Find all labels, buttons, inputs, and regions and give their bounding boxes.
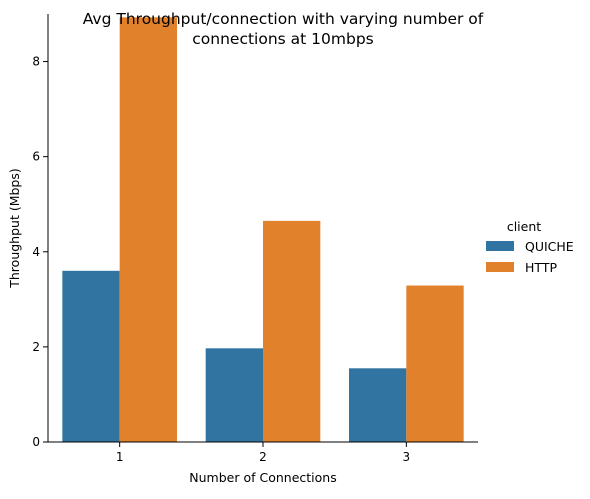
x-tick-label: 3 bbox=[403, 450, 411, 464]
legend: client QUICHE HTTP bbox=[486, 219, 574, 275]
chart-title-line: connections at 10mbps bbox=[192, 30, 373, 48]
bar-http-1 bbox=[119, 17, 177, 443]
y-axis-label: Throughput (Mbps) bbox=[7, 168, 22, 289]
legend-swatch-http bbox=[486, 262, 514, 272]
x-tick-label: 2 bbox=[259, 450, 267, 464]
y-tick-label: 6 bbox=[32, 150, 40, 164]
y-tick-label: 0 bbox=[32, 435, 40, 449]
legend-title: client bbox=[507, 219, 541, 234]
legend-label-http: HTTP bbox=[525, 260, 557, 275]
bar-quiche-2 bbox=[205, 348, 263, 442]
chart-title-line: Avg Throughput/connection with varying n… bbox=[83, 10, 484, 28]
bars-layer bbox=[62, 17, 464, 443]
x-tick-label: 1 bbox=[116, 450, 124, 464]
bar-http-2 bbox=[263, 220, 321, 442]
y-tick-label: 8 bbox=[32, 55, 40, 69]
bar-quiche-3 bbox=[349, 368, 407, 442]
legend-swatch-quiche bbox=[486, 241, 514, 251]
y-tick-label: 2 bbox=[32, 340, 40, 354]
legend-label-quiche: QUICHE bbox=[525, 239, 574, 254]
bar-quiche-1 bbox=[62, 270, 120, 442]
chart-title: Avg Throughput/connection with varying n… bbox=[83, 10, 484, 48]
axes-layer: 0 2 4 6 8 1 2 3 Number of Connections Throughput … bbox=[7, 14, 478, 485]
x-axis-label: Number of Connections bbox=[189, 470, 336, 485]
bar-http-3 bbox=[406, 285, 464, 442]
y-tick-label: 4 bbox=[32, 245, 40, 259]
